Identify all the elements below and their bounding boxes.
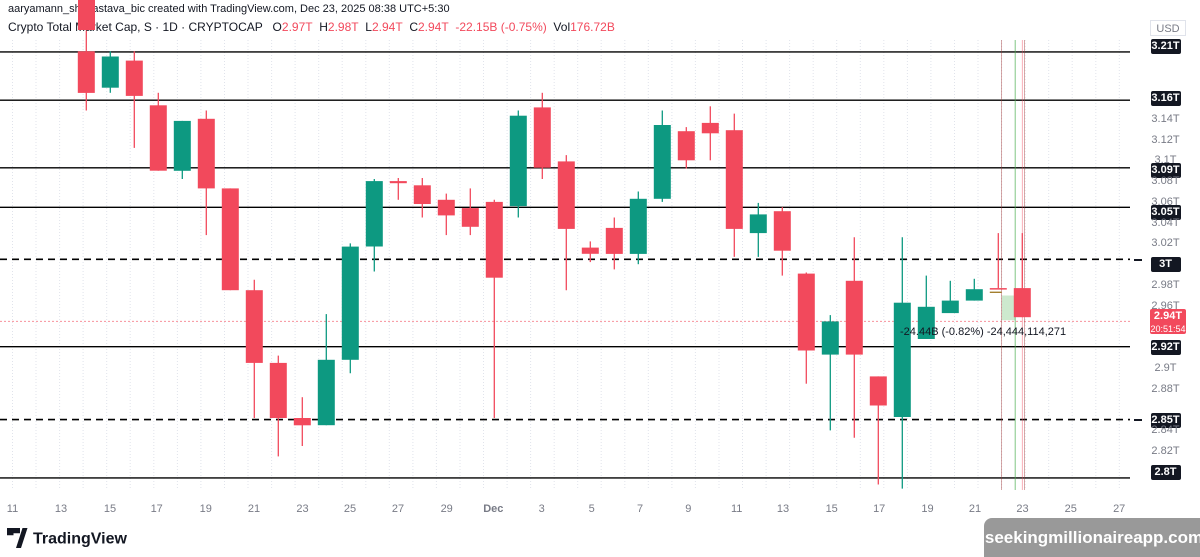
svg-text:TradingView: TradingView xyxy=(33,531,127,548)
